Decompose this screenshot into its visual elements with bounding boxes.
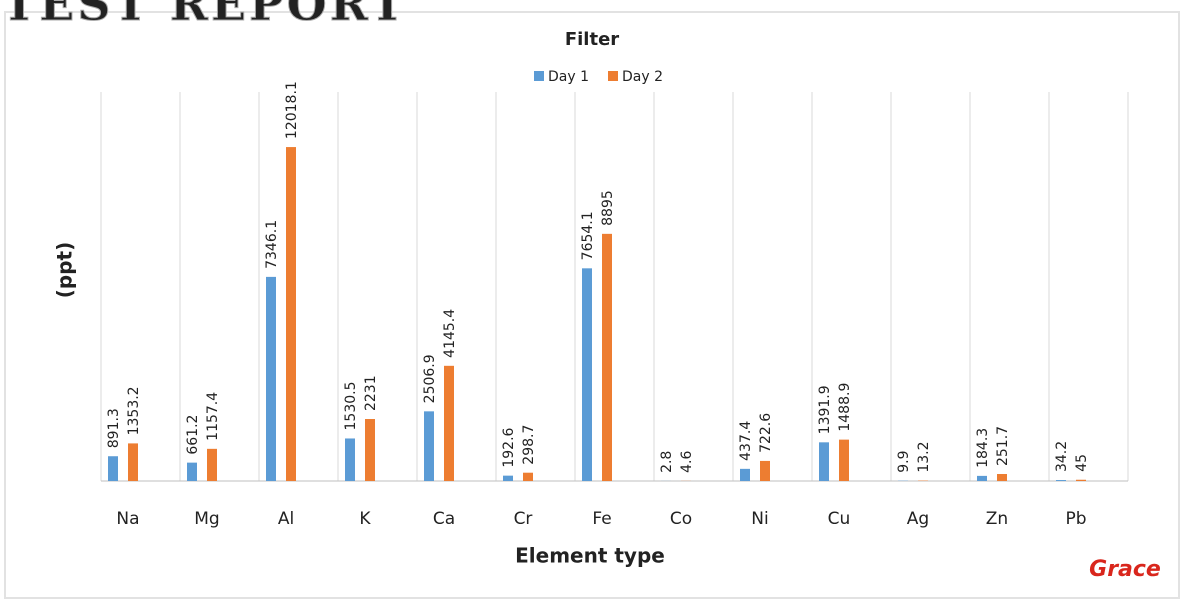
bar [365,419,375,481]
y-axis-label: (ppt) [53,242,77,298]
x-tick-label: Co [670,509,692,529]
bar [760,460,770,481]
bar [207,448,217,481]
value-label: 2.8 [659,451,675,473]
x-tick-label: Fe [592,509,611,529]
bar [1056,480,1066,481]
value-label: 1157.4 [205,392,221,441]
value-label: 7346.1 [264,220,280,269]
bar [108,456,118,481]
value-label: 2231 [363,375,379,411]
value-label: 9.9 [896,450,912,472]
bar [977,475,987,481]
value-label: 722.6 [758,413,774,453]
bar [523,472,533,481]
value-label: 13.2 [916,441,932,472]
legend-swatch [608,71,618,81]
value-label: 1488.9 [837,383,853,432]
value-label: 184.3 [975,428,991,468]
value-label: 661.2 [185,415,201,455]
bar [187,462,197,481]
bar [582,268,592,481]
bar [839,439,849,481]
value-label: 1391.9 [817,385,833,434]
bar [819,442,829,481]
x-tick-label: Ni [751,509,768,529]
legend-label: Day 2 [622,69,663,85]
bar [602,233,612,481]
value-label: 437.4 [738,421,754,461]
value-label: 7654.1 [580,211,596,260]
bar [503,475,513,481]
value-label: 4145.4 [442,309,458,358]
bar [424,411,434,481]
bar [345,438,355,481]
logo: Grace [1089,557,1161,582]
x-axis-label: Element type [515,544,665,568]
value-label: 891.3 [106,408,122,448]
bar [128,443,138,481]
bar [1076,479,1086,481]
x-tick-label: Cr [514,509,533,529]
bar [444,365,454,481]
value-label: 298.7 [521,425,537,465]
value-label: 251.7 [995,426,1011,466]
x-tick-label: Mg [194,509,219,529]
bar [740,468,750,481]
value-label: 12018.1 [284,81,300,139]
value-label: 45 [1074,454,1090,472]
chart-title: Filter [565,29,619,50]
x-tick-label: K [359,509,371,529]
x-tick-label: Cu [828,509,851,529]
value-label: 1530.5 [343,381,359,430]
value-label: 8895 [600,190,616,226]
x-tick-label: Ag [907,509,929,529]
value-label: 192.6 [501,427,517,467]
value-label: 34.2 [1054,441,1070,472]
value-label: 2506.9 [422,354,438,403]
x-tick-label: Al [278,509,294,529]
value-label: 4.6 [679,451,695,473]
frame [4,11,1180,599]
x-tick-label: Zn [986,509,1008,529]
x-tick-label: Ca [433,509,455,529]
value-label: 1353.2 [126,386,142,435]
legend-label: Day 1 [548,69,589,85]
watermark: TEST REPORT [2,0,407,31]
legend-swatch [534,71,544,81]
x-tick-label: Pb [1065,509,1086,529]
bar [266,276,276,481]
bar [286,147,296,481]
bar [997,474,1007,481]
x-tick-label: Na [116,509,139,529]
